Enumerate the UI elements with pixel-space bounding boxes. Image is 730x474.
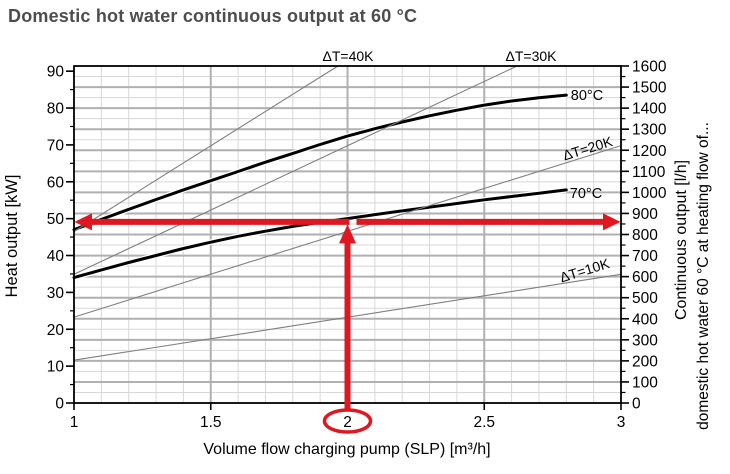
y-left-tick-label: 50 [47, 211, 65, 228]
y-left-tick-label: 60 [47, 174, 65, 191]
vertical-arrow-shaft [344, 242, 351, 410]
x-tick-label: 1 [70, 414, 79, 431]
series-label-flow-70C: 70°C [570, 186, 602, 202]
y-right-tick-label: 900 [632, 206, 658, 223]
y-left-tick-label: 10 [47, 359, 65, 376]
y-left-tick-label: 90 [47, 64, 65, 81]
horizontal-arrow-shaft-right [356, 218, 606, 225]
y-axis-right-title-line2: domestic hot water 60 °C at heating flow… [695, 122, 712, 430]
y-left-tick-label: 40 [47, 248, 65, 265]
y-right-tick-label: 0 [632, 396, 641, 413]
y-right-tick-label: 700 [632, 248, 658, 265]
y-right-tick-label: 500 [632, 290, 658, 307]
y-right-tick-label: 800 [632, 227, 658, 244]
y-right-tick-label: 1200 [632, 143, 667, 160]
y-right-tick-label: 1600 [632, 59, 667, 76]
y-right-tick-label: 200 [632, 353, 658, 370]
circled-x-tick-2 [322, 408, 373, 434]
vertical-arrow-head [339, 224, 356, 244]
y-right-tick-label: 1400 [632, 101, 667, 118]
series-dT-30K-line [73, 65, 518, 275]
series-dT-40K-line [73, 65, 339, 233]
y-right-tick-label: 1300 [632, 122, 667, 139]
series-label-dT-40K: ΔT=40K [323, 48, 375, 64]
y-axis-left-title: Heat output [kW] [3, 175, 21, 298]
horizontal-arrow-head-right [603, 213, 621, 231]
horizontal-arrow-shaft-left [90, 218, 350, 225]
y-right-tick-label: 300 [632, 332, 658, 349]
horizontal-arrow-head-left [74, 213, 92, 231]
y-axis-right-title-line1: Continuous output [l/h] [673, 160, 690, 320]
series-flow-80C-curve [72, 93, 568, 232]
y-left-tick-label: 70 [47, 137, 65, 154]
y-right-tick-label: 100 [632, 374, 658, 391]
y-right-tick-label: 400 [632, 311, 658, 328]
y-right-tick-label: 600 [632, 269, 658, 286]
x-tick-label: 1.5 [200, 414, 222, 431]
y-right-tick-label: 1000 [632, 185, 667, 202]
y-left-tick-label: 0 [55, 396, 64, 413]
x-tick-label: 3 [617, 414, 626, 431]
x-tick-label: 2.5 [473, 414, 495, 431]
y-right-tick-label: 1100 [632, 164, 666, 181]
y-right-tick-label: 1500 [632, 80, 667, 97]
chart-title: Domestic hot water continuous output at … [8, 6, 418, 26]
y-left-tick-label: 80 [47, 101, 65, 118]
series-label-dT-20K: ΔT=20K [561, 133, 615, 163]
y-left-tick-label: 30 [47, 285, 65, 302]
series-label-dT-30K: ΔT=30K [506, 48, 558, 64]
series-label-flow-80C: 80°C [571, 88, 603, 104]
x-tick-label: 2 [343, 414, 352, 431]
x-axis-title: Volume flow charging pump (SLP) [m³/h] [203, 441, 490, 458]
y-left-tick-label: 20 [47, 322, 65, 339]
